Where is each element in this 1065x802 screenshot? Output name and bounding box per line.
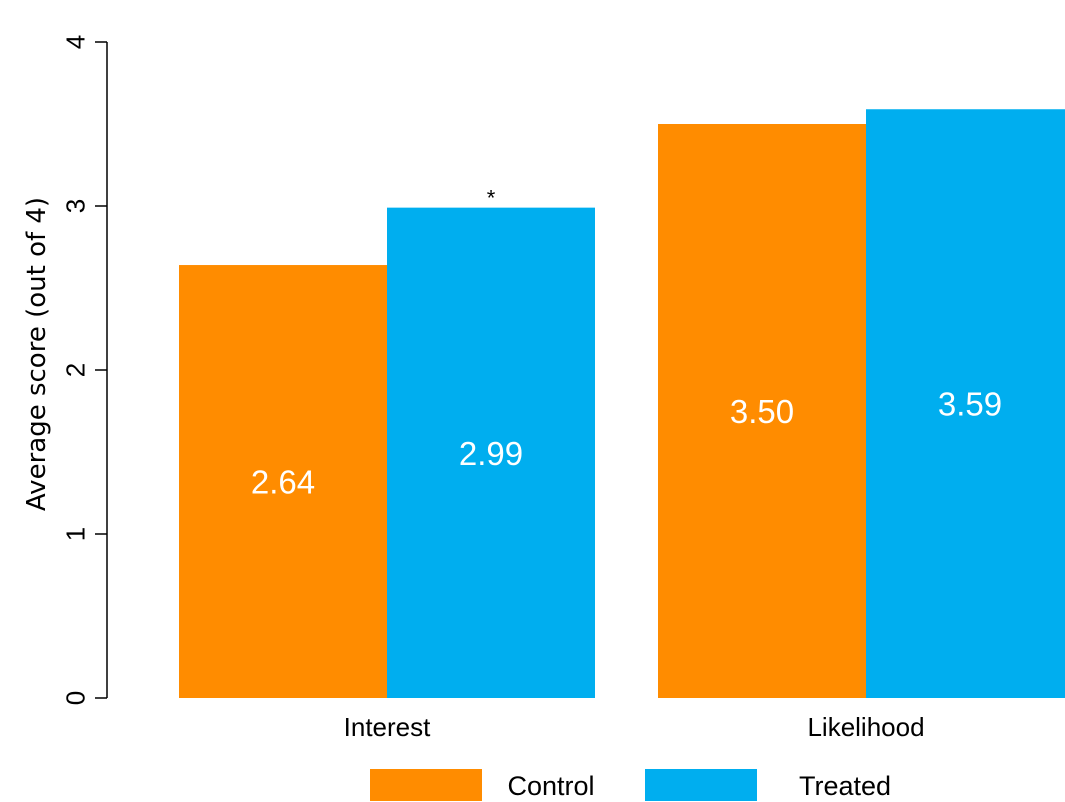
y-axis-title: Average score (out of 4) (22, 197, 52, 511)
bar-treated-likelihood (866, 109, 1065, 699)
bars (179, 109, 1065, 699)
value-labels: 2.64 3.50 2.99 3.59 (251, 386, 1002, 501)
y-tick-label: 2 (60, 363, 90, 377)
legend: Control Treated (370, 769, 891, 801)
bar-control-likelihood (658, 124, 866, 698)
bar-treated-interest (387, 207, 595, 698)
bar-control-interest (179, 265, 387, 698)
y-tick-label: 4 (60, 35, 90, 49)
value-label-control-interest: 2.64 (251, 464, 315, 501)
category-label-interest: Interest (344, 712, 431, 742)
legend-swatch-treated (645, 769, 757, 801)
significance-marker: * (487, 186, 496, 211)
legend-label-control: Control (507, 771, 594, 801)
value-label-treated-interest: 2.99 (459, 435, 523, 472)
legend-swatch-control (370, 769, 482, 801)
y-tick-label: 3 (60, 199, 90, 213)
y-tick-label: 0 (60, 691, 90, 705)
value-label-control-likelihood: 3.50 (730, 393, 794, 430)
y-axis: 0 1 2 3 4 (60, 35, 108, 705)
value-label-treated-likelihood: 3.59 (938, 386, 1002, 423)
annotations: * (487, 186, 496, 211)
y-tick-label: 1 (60, 527, 90, 541)
legend-label-treated: Treated (799, 771, 891, 801)
category-label-likelihood: Likelihood (807, 712, 924, 742)
category-labels: Interest Likelihood (344, 712, 925, 742)
